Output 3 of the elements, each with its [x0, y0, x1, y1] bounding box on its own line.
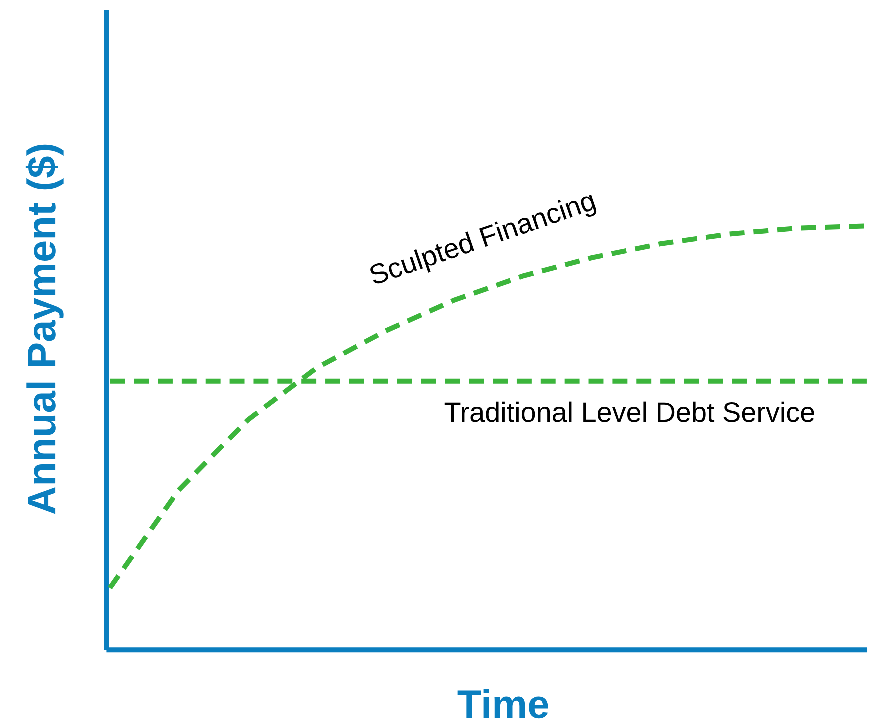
y-axis-title: Annual Payment ($)	[26, 144, 64, 514]
x-axis-title: Time	[458, 689, 548, 719]
series-label: Traditional Level Debt Service	[444, 402, 814, 422]
